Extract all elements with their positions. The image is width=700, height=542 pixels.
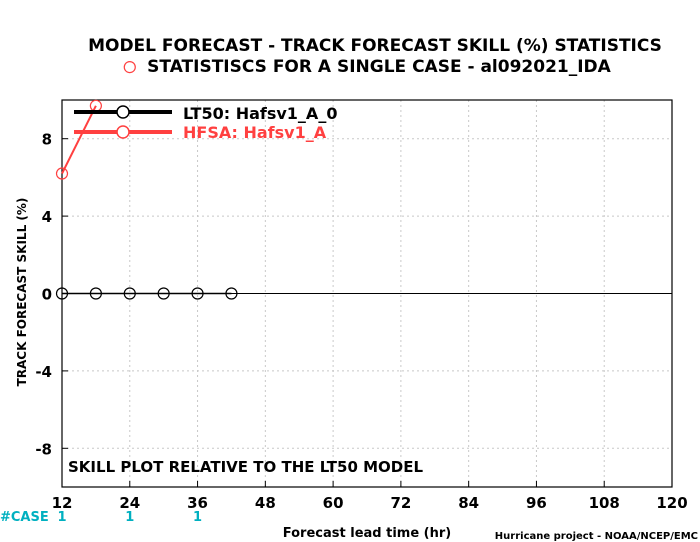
series-point-0 xyxy=(191,287,204,300)
chart-title: MODEL FORECAST - TRACK FORECAST SKILL (%… xyxy=(88,36,662,56)
legend-marker-hfsa xyxy=(116,125,130,139)
case-label: #CASE xyxy=(0,510,49,525)
series-point-0 xyxy=(89,287,102,300)
series-point-0 xyxy=(225,287,238,300)
y-tick-label: -4 xyxy=(35,363,52,381)
x-tick-label: 48 xyxy=(255,494,276,512)
x-tick-label: 12 xyxy=(52,494,73,512)
x-tick-label: 120 xyxy=(656,494,687,512)
x-tick-label: 84 xyxy=(458,494,479,512)
x-axis-label: Forecast lead time (hr) xyxy=(283,526,451,541)
y-axis-label: TRACK FORECAST SKILL (%) xyxy=(15,198,29,387)
x-tick-label: 24 xyxy=(119,494,140,512)
legend-label-hfsa: HFSA: Hafsv1_A xyxy=(183,123,327,142)
case-count: 1 xyxy=(125,510,134,525)
x-tick-label: 96 xyxy=(526,494,547,512)
series-point-0 xyxy=(157,287,170,300)
series-point-0 xyxy=(123,287,136,300)
case-count: 1 xyxy=(57,510,66,525)
y-tick-label: -8 xyxy=(35,440,52,458)
chart-subtitle: STATISTISCS FOR A SINGLE CASE - al092021… xyxy=(147,57,611,77)
legend-label-lt50: LT50: Hafsv1_A_0 xyxy=(183,104,337,123)
legend-marker-lt50 xyxy=(116,105,130,119)
series-point-1 xyxy=(55,167,69,180)
x-tick-label: 60 xyxy=(323,494,344,512)
y-tick-label: 4 xyxy=(42,208,52,226)
grid-lines xyxy=(62,100,672,487)
x-tick-label: 72 xyxy=(390,494,411,512)
series-line-1 xyxy=(61,105,97,174)
out-of-range-markers xyxy=(123,61,136,74)
skill-annotation: SKILL PLOT RELATIVE TO THE LT50 MODEL xyxy=(68,458,423,476)
x-tick-label: 108 xyxy=(589,494,620,512)
series-point-0 xyxy=(55,287,69,300)
x-tick-label: 36 xyxy=(187,494,208,512)
out-of-range-marker xyxy=(123,61,136,74)
y-tick-label: 8 xyxy=(42,131,52,149)
case-counts: 1 1 1 xyxy=(57,510,202,525)
legend: LT50: Hafsv1_A_0 HFSA: Hafsv1_A xyxy=(74,104,337,142)
series-group xyxy=(55,99,238,300)
y-tick-label: 0 xyxy=(42,286,52,304)
case-count: 1 xyxy=(193,510,202,525)
footer-credit: Hurricane project - NOAA/NCEP/EMC xyxy=(495,531,698,542)
